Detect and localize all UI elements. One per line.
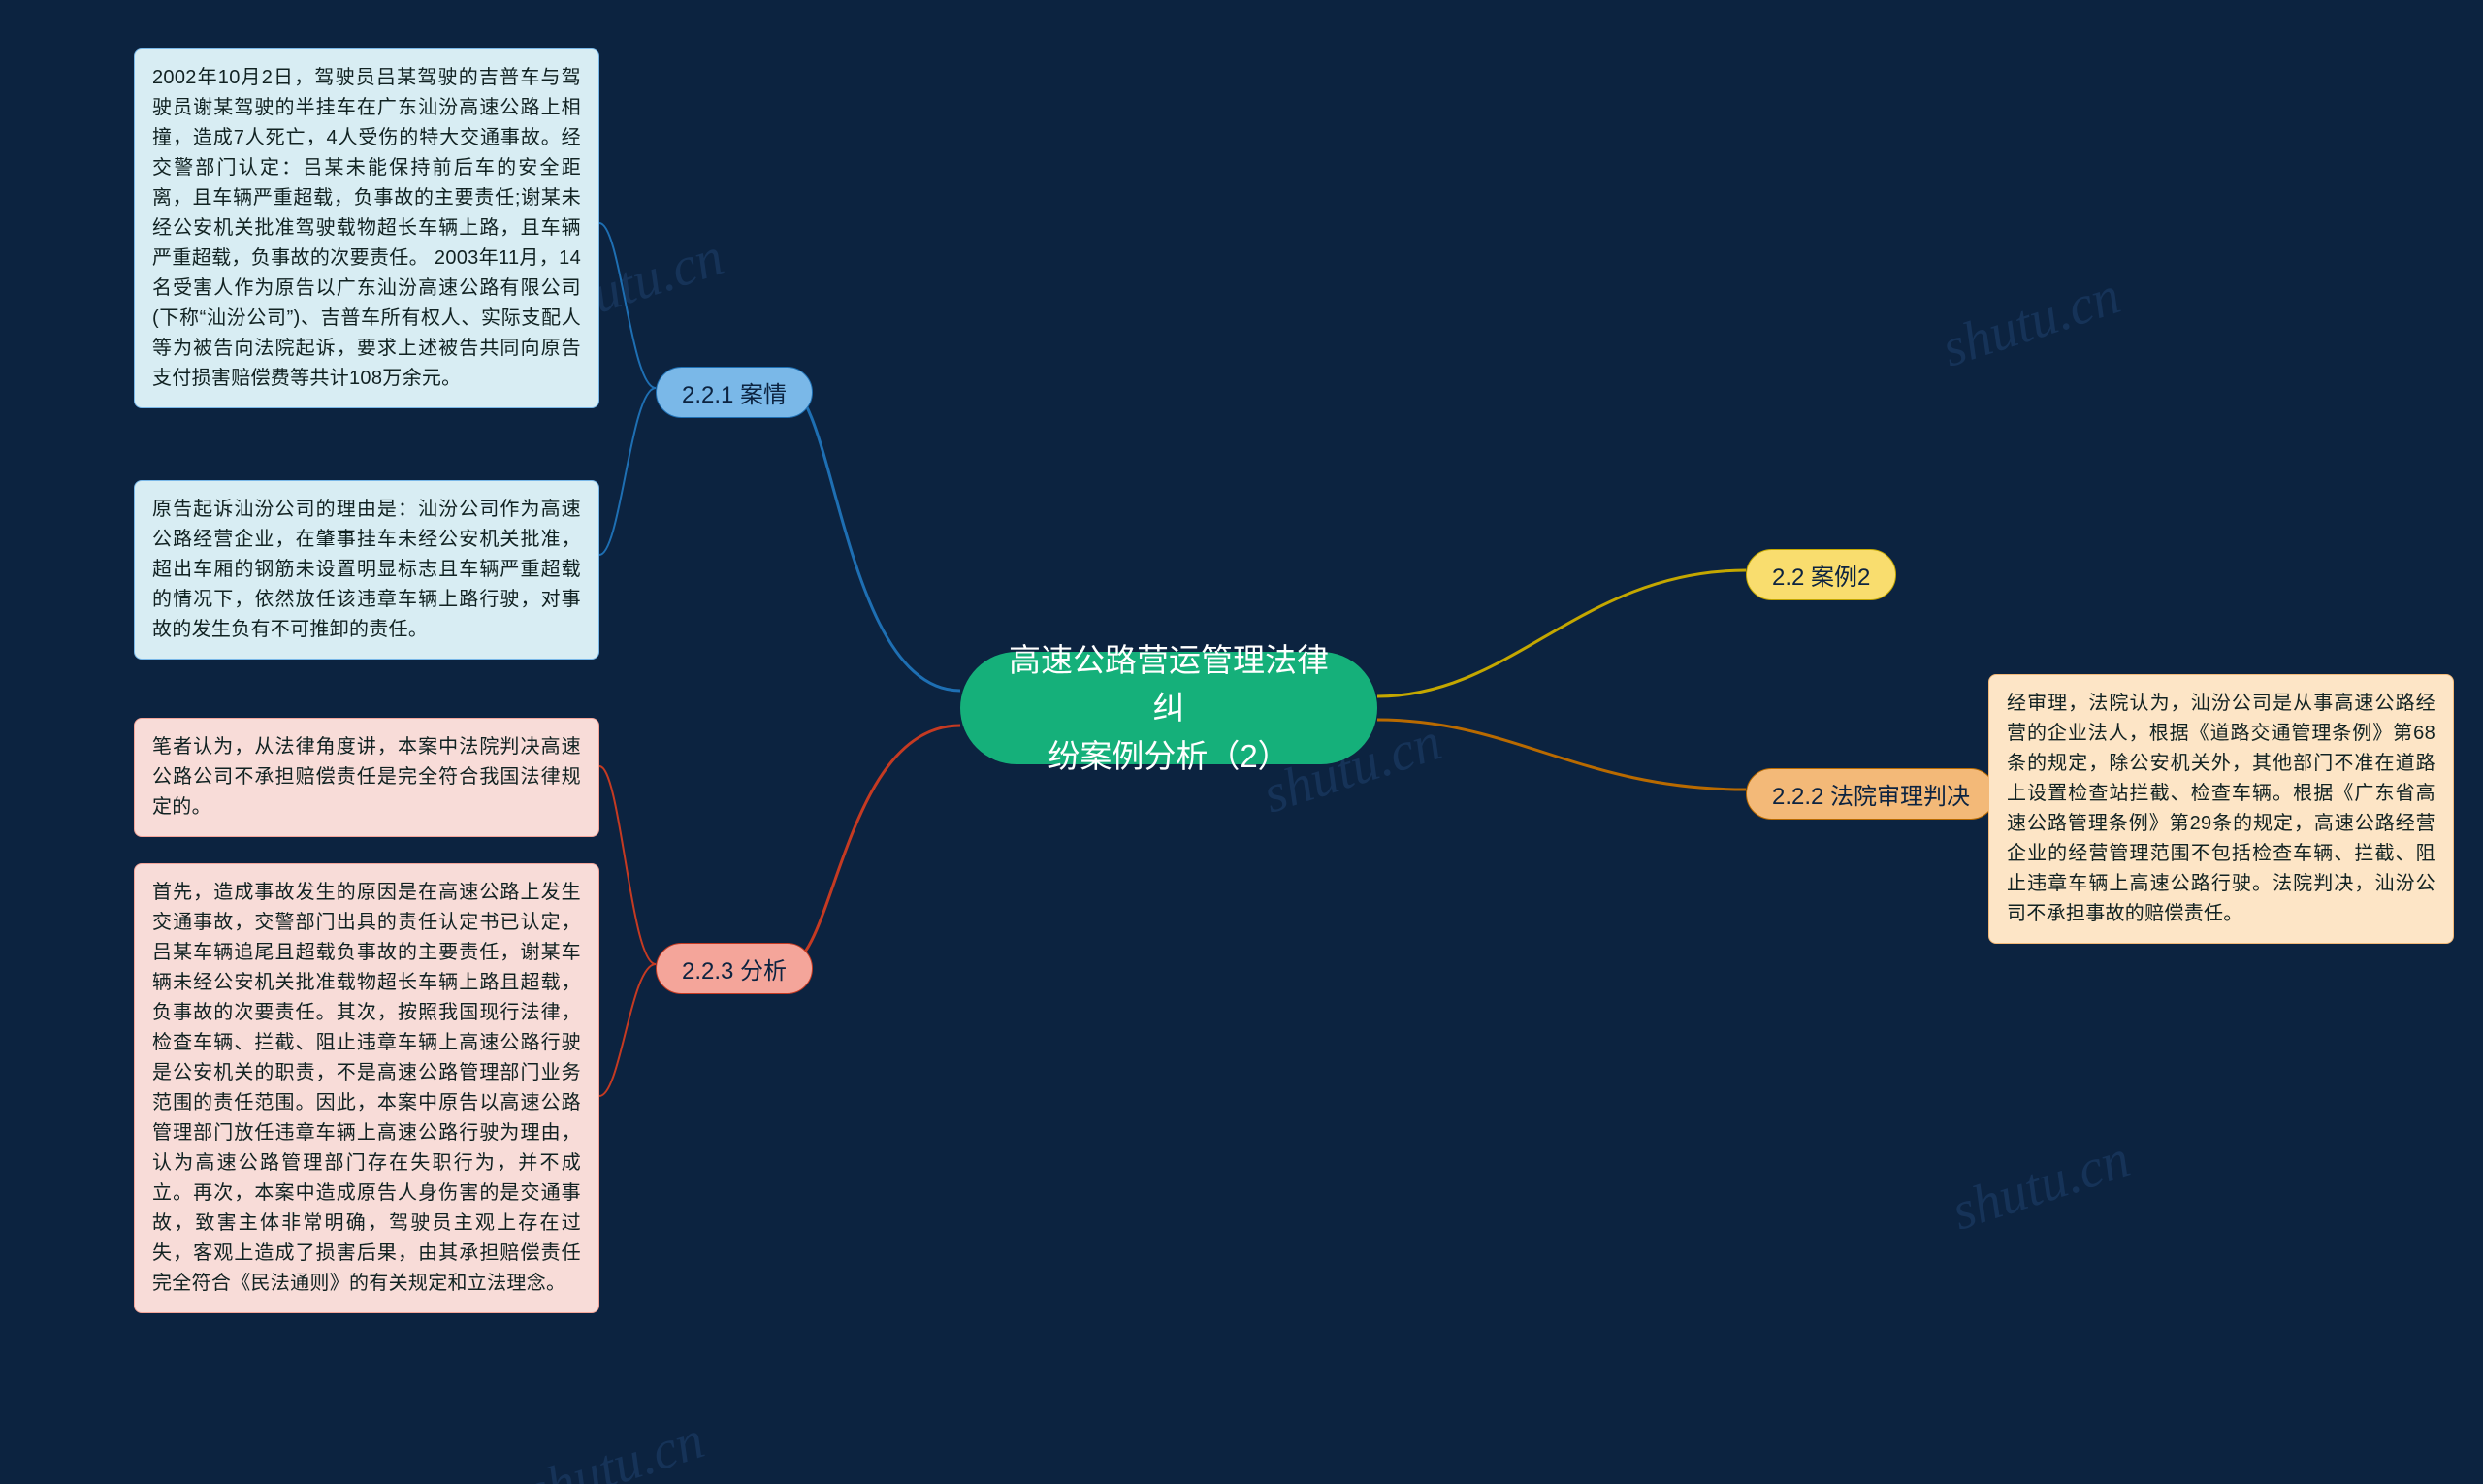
edge-center-facts [788,388,960,691]
edge-center-case2 [1377,570,1746,696]
branch-verdict[interactable]: 2.2.2 法院审理判决 [1746,768,1996,820]
leaf-verdict-0[interactable]: 经审理，法院认为，汕汾公司是从事高速公路经营的企业法人，根据《道路交通管理条例》… [1988,674,2454,944]
edge-facts-leaf0 [599,223,656,388]
branch-analysis[interactable]: 2.2.3 分析 [656,943,813,994]
leaf-facts-0[interactable]: 2002年10月2日，驾驶员吕某驾驶的吉普车与驾驶员谢某驾驶的半挂车在广东汕汾高… [134,48,599,408]
edge-center-verdict [1377,720,1746,790]
watermark: shutu.cn [1945,1127,2138,1242]
branch-case2[interactable]: 2.2 案例2 [1746,549,1896,600]
leaf-analysis-0[interactable]: 笔者认为，从法律角度讲，本案中法院判决高速公路公司不承担赔偿责任是完全符合我国法… [134,718,599,837]
edge-center-analysis [788,726,960,964]
leaf-facts-1[interactable]: 原告起诉汕汾公司的理由是：汕汾公司作为高速公路经营企业，在肇事挂车未经公安机关批… [134,480,599,660]
branch-facts[interactable]: 2.2.1 案情 [656,367,813,418]
root-node[interactable]: 高速公路营运管理法律纠纷案例分析（2） [960,652,1377,764]
edge-analysis-leaf0 [599,766,656,964]
watermark: shutu.cn [1935,264,2128,379]
edge-analysis-leaf1 [599,964,656,1096]
edge-facts-leaf1 [599,388,656,555]
leaf-analysis-1[interactable]: 首先，造成事故发生的原因是在高速公路上发生交通事故，交警部门出具的责任认定书已认… [134,863,599,1313]
mindmap-viewport: shutu.cn shutu.cn shutu.cn shutu.cn shut… [0,0,2483,1484]
watermark: shutu.cn [519,1408,712,1484]
